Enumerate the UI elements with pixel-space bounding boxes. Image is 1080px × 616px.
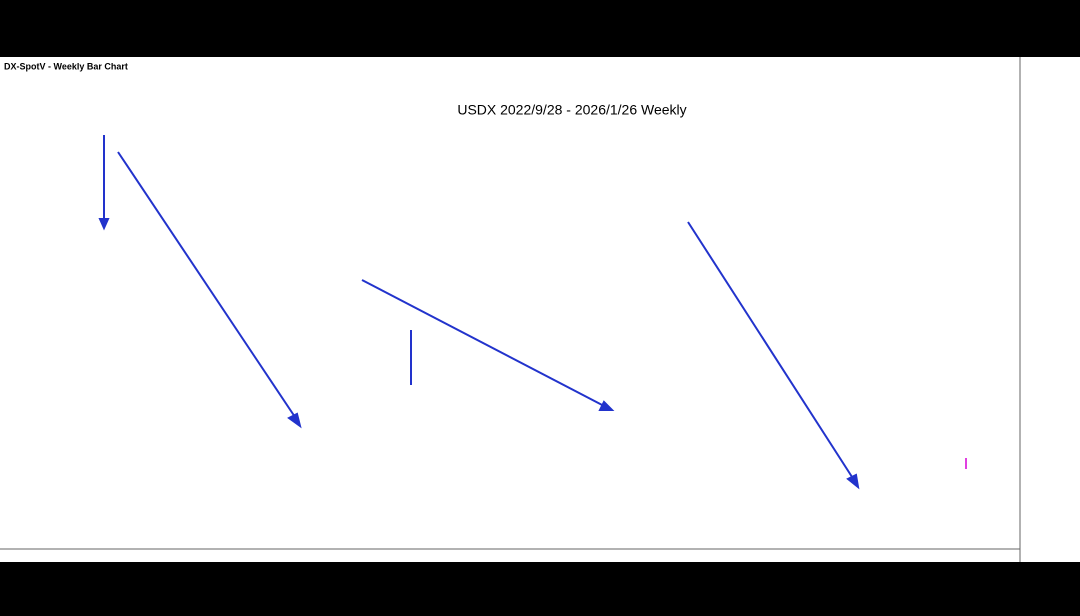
chart-header: DX-SpotV - Weekly Bar Chart — [4, 61, 128, 71]
chart-area — [0, 57, 1080, 562]
chart-title: USDX 2022/9/28 - 2026/1/26 Weekly — [457, 102, 686, 118]
trend-arrows — [98, 135, 860, 490]
arrow-line — [117, 151, 298, 421]
arrow-line — [687, 221, 855, 481]
arrow-head — [598, 400, 615, 411]
arrow-line — [361, 279, 607, 408]
arrow-head — [846, 473, 860, 490]
arrow-head — [287, 412, 302, 429]
arrow-head — [98, 218, 110, 231]
